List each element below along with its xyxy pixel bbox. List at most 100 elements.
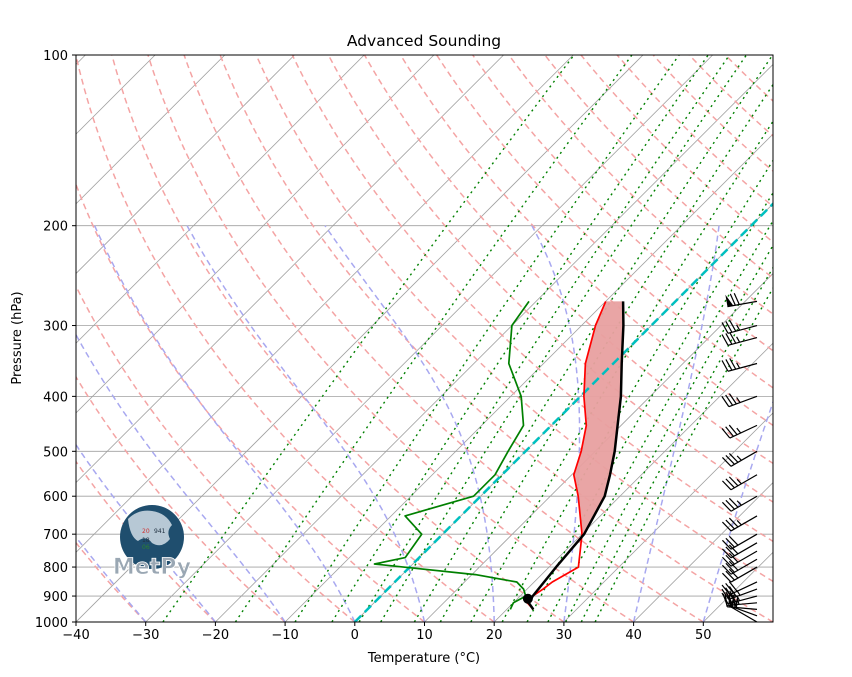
mixing-ratio-0.4 bbox=[162, 55, 575, 622]
isotherm--10 bbox=[284, 133, 773, 622]
dry-adiabat-120 bbox=[436, 55, 773, 389]
x-tick-label: 30 bbox=[556, 628, 573, 643]
x-tick-label: 50 bbox=[695, 628, 712, 643]
x-tick-label: 20 bbox=[486, 628, 503, 643]
x-axis-ticks: −40 −30 −20 −10 0 10 20 30 40 50 bbox=[62, 622, 712, 643]
zero-degree-isotherm bbox=[353, 202, 773, 622]
moist-adiabat-20 bbox=[324, 225, 495, 622]
wind-barb bbox=[721, 393, 758, 408]
x-tick-label: 40 bbox=[625, 628, 642, 643]
dry-adiabat-100 bbox=[363, 55, 773, 465]
wind-barb bbox=[721, 424, 758, 439]
wind-barb bbox=[721, 474, 758, 491]
logo-station-temp: 20 bbox=[142, 528, 150, 535]
moist-adiabats bbox=[76, 225, 773, 622]
wind-barb bbox=[725, 292, 758, 308]
wind-barb bbox=[721, 320, 758, 334]
isotherm--70 bbox=[76, 55, 435, 414]
moist-adiabat-30 bbox=[531, 225, 581, 622]
dry-adiabat--10 bbox=[76, 375, 286, 622]
x-tick-label: 0 bbox=[351, 628, 359, 643]
parcel_profile-line bbox=[527, 301, 625, 611]
isotherm--80 bbox=[76, 55, 365, 344]
wind-barb bbox=[721, 495, 758, 512]
x-tick-label: −40 bbox=[62, 628, 89, 643]
logo-wordmark: MetPy bbox=[113, 555, 191, 580]
dry-adiabat-70 bbox=[255, 55, 773, 583]
dry-adiabat-90 bbox=[327, 55, 773, 503]
x-tick-label: 10 bbox=[416, 628, 433, 643]
y-tick-label: 500 bbox=[43, 445, 68, 460]
isotherm-10 bbox=[424, 272, 773, 622]
moist-adiabat--20 bbox=[76, 443, 216, 622]
y-tick-label: 300 bbox=[43, 320, 68, 335]
wind-barb bbox=[721, 332, 758, 346]
isotherm--60 bbox=[76, 55, 504, 484]
chart-title: Advanced Sounding bbox=[347, 32, 501, 50]
wind-barb bbox=[721, 566, 758, 583]
moist-adiabat-10 bbox=[186, 225, 426, 622]
mixing-ratio-2 bbox=[294, 55, 680, 622]
y-tick-label: 700 bbox=[43, 528, 68, 543]
dry-adiabat-40 bbox=[147, 55, 635, 622]
wind-barbs bbox=[721, 292, 758, 622]
isotherm--90 bbox=[76, 55, 295, 275]
wind-barb bbox=[721, 581, 758, 596]
y-tick-label: 200 bbox=[43, 220, 68, 235]
logo-land bbox=[128, 510, 172, 546]
isotherm--20 bbox=[215, 63, 773, 622]
dry-adiabat-80 bbox=[291, 55, 773, 543]
dry-adiabat-30 bbox=[111, 55, 565, 622]
y-tick-label: 400 bbox=[43, 390, 68, 405]
y-tick-label: 1000 bbox=[35, 616, 68, 631]
logo-station-value: 06 bbox=[142, 544, 150, 551]
dry-adiabat-110 bbox=[399, 55, 773, 427]
zero-isotherm-line bbox=[353, 202, 773, 622]
wind-barb bbox=[721, 358, 758, 372]
dry-adiabat-130 bbox=[472, 55, 773, 352]
mixing-ratio-12 bbox=[470, 120, 773, 622]
dry-adiabat--30 bbox=[76, 541, 147, 622]
dry-adiabat-50 bbox=[183, 55, 704, 622]
logo-station-dewpoint: 18 bbox=[142, 537, 150, 544]
y-axis-label: Pressure (hPa) bbox=[10, 291, 25, 384]
profile-lines bbox=[373, 300, 625, 611]
dewpoint-line bbox=[373, 300, 530, 610]
y-axis-ticks: 100 200 300 400 500 600 700 800 900 1000 bbox=[35, 49, 76, 631]
y-tick-label: 100 bbox=[43, 49, 68, 64]
wind-barb bbox=[721, 590, 758, 605]
wind-barb bbox=[721, 550, 758, 567]
dry-adiabat-0 bbox=[76, 284, 356, 622]
x-tick-label: −20 bbox=[202, 628, 229, 643]
isotherm-30 bbox=[563, 412, 773, 622]
y-tick-label: 800 bbox=[43, 561, 68, 576]
wind-barb bbox=[721, 515, 758, 532]
logo-station-pressure: 941 bbox=[154, 528, 166, 535]
dry-adiabat-140 bbox=[508, 55, 773, 316]
moist-adiabat-50 bbox=[702, 400, 773, 622]
moist-adiabat-0 bbox=[94, 225, 356, 622]
dry-adiabats bbox=[76, 55, 773, 622]
dry-adiabat-10 bbox=[76, 182, 425, 622]
isotherm--50 bbox=[76, 55, 574, 553]
wind-barb bbox=[721, 542, 758, 559]
mixing-ratio-3 bbox=[331, 55, 709, 622]
wind-barb bbox=[721, 450, 758, 467]
moist-adiabat--10 bbox=[76, 333, 286, 622]
wind-barb bbox=[721, 558, 758, 575]
mixing-ratio-5 bbox=[380, 55, 747, 622]
grid-lines bbox=[76, 55, 773, 622]
surface-parcel-marker bbox=[522, 593, 533, 604]
y-tick-label: 900 bbox=[43, 590, 68, 605]
wind-barb bbox=[721, 533, 758, 550]
x-axis-label: Temperature (°C) bbox=[367, 651, 480, 666]
x-tick-label: −10 bbox=[271, 628, 298, 643]
mixing-ratio-24 bbox=[547, 219, 773, 622]
isotherm--100 bbox=[76, 55, 226, 205]
y-tick-label: 600 bbox=[43, 490, 68, 505]
plot-area bbox=[76, 55, 773, 622]
x-tick-label: −30 bbox=[132, 628, 159, 643]
mixing-ratio-1 bbox=[234, 55, 633, 622]
